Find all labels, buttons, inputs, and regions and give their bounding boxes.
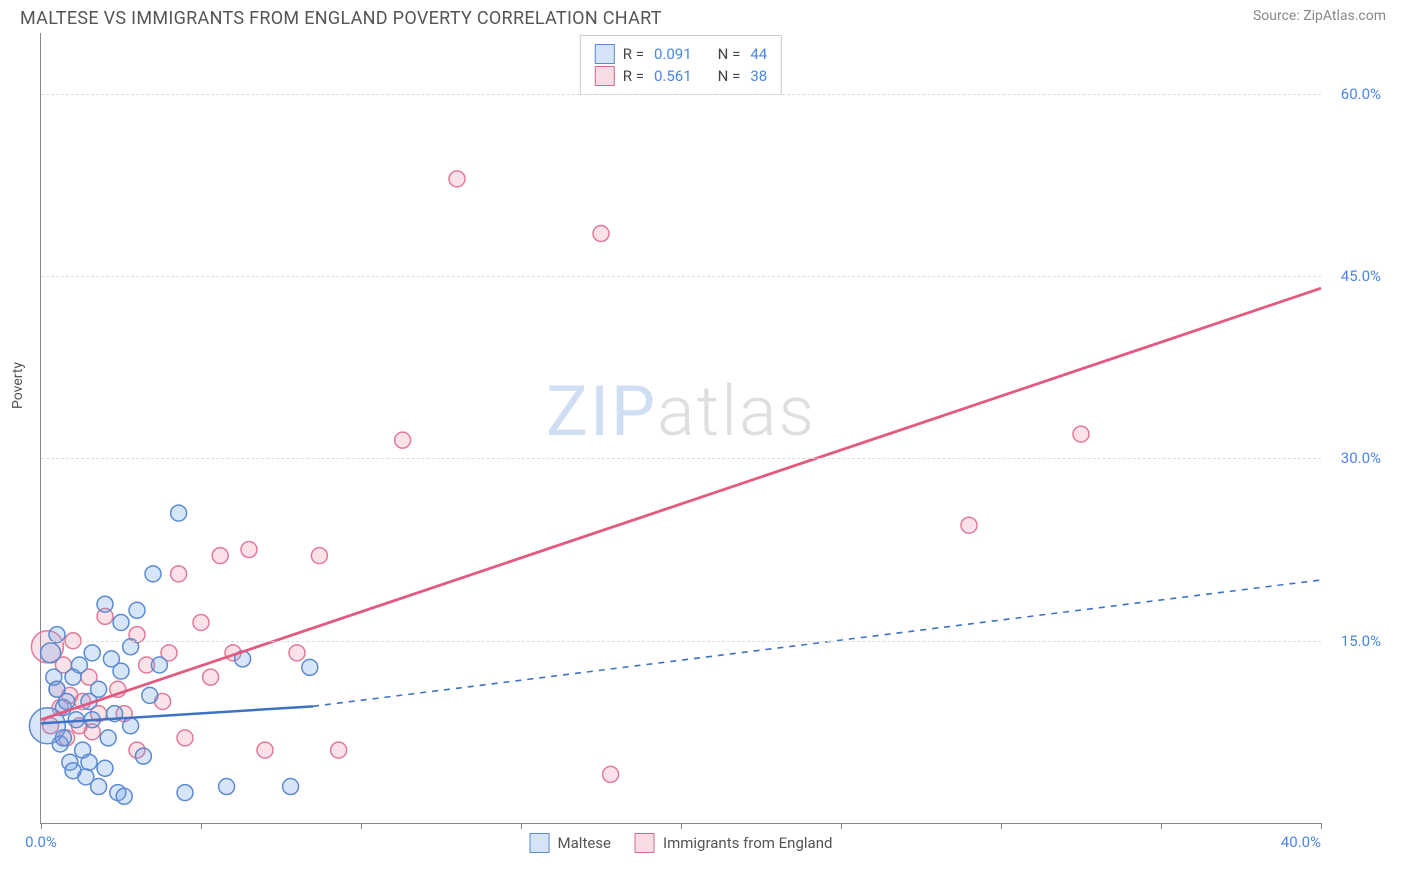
- data-point: [1073, 426, 1089, 442]
- swatch-icon: [595, 44, 615, 64]
- data-point: [151, 657, 167, 673]
- x-tick: [361, 823, 362, 829]
- data-point: [219, 779, 235, 795]
- data-point: [283, 779, 299, 795]
- data-point: [123, 718, 139, 734]
- x-tick: [681, 823, 682, 829]
- legend-item: Maltese: [530, 833, 611, 853]
- legend-label: Maltese: [558, 834, 611, 852]
- data-point: [84, 645, 100, 661]
- legend-correlation: R = 0.091 N = 44R = 0.561 N = 38: [580, 35, 782, 95]
- data-point: [193, 614, 209, 630]
- n-value: 38: [750, 67, 767, 85]
- legend-series: Maltese Immigrants from England: [530, 833, 833, 853]
- data-point: [395, 432, 411, 448]
- legend-label: Immigrants from England: [663, 834, 832, 852]
- data-point: [171, 505, 187, 521]
- data-point: [41, 643, 61, 663]
- data-point: [142, 687, 158, 703]
- legend-row: R = 0.561 N = 38: [595, 66, 767, 86]
- data-point: [97, 596, 113, 612]
- scatter-plot: ZIPatlas R = 0.091 N = 44R = 0.561 N = 3…: [40, 33, 1321, 824]
- data-point: [241, 542, 257, 558]
- x-tick: [201, 823, 202, 829]
- data-point: [113, 614, 129, 630]
- data-point: [55, 730, 71, 746]
- x-tick-label: 0.0%: [25, 833, 57, 851]
- legend-row: R = 0.091 N = 44: [595, 44, 767, 64]
- chart-title: MALTESE VS IMMIGRANTS FROM ENGLAND POVER…: [20, 8, 662, 29]
- y-tick-label: 60.0%: [1341, 85, 1381, 103]
- data-point: [289, 645, 305, 661]
- data-point: [961, 517, 977, 533]
- chart-source: Source: ZipAtlas.com: [1253, 8, 1386, 29]
- x-tick: [1001, 823, 1002, 829]
- x-tick: [841, 823, 842, 829]
- data-point: [116, 788, 132, 804]
- data-point: [331, 742, 347, 758]
- y-axis-label: Poverty: [10, 361, 26, 408]
- data-point: [97, 760, 113, 776]
- y-tick-label: 30.0%: [1341, 449, 1381, 467]
- data-point: [257, 742, 273, 758]
- data-point: [113, 663, 129, 679]
- data-point: [129, 602, 145, 618]
- swatch-icon: [530, 833, 550, 853]
- data-point: [81, 754, 97, 770]
- gridline: [41, 641, 1321, 642]
- data-point: [135, 748, 151, 764]
- swatch-icon: [635, 833, 655, 853]
- data-point: [311, 548, 327, 564]
- n-value: 44: [750, 45, 767, 63]
- x-tick: [41, 823, 42, 829]
- data-point: [91, 779, 107, 795]
- n-label: N =: [718, 45, 741, 63]
- y-tick-label: 15.0%: [1341, 632, 1381, 650]
- gridline: [41, 94, 1321, 95]
- data-point: [177, 730, 193, 746]
- gridline: [41, 458, 1321, 459]
- r-label: R =: [623, 67, 644, 85]
- data-point: [145, 566, 161, 582]
- legend-item: Immigrants from England: [635, 833, 832, 853]
- data-point: [100, 730, 116, 746]
- data-point: [302, 659, 318, 675]
- swatch-icon: [595, 66, 615, 86]
- data-point: [449, 171, 465, 187]
- x-tick: [1161, 823, 1162, 829]
- gridline: [41, 276, 1321, 277]
- x-tick-label: 40.0%: [1281, 833, 1321, 851]
- data-point: [203, 669, 219, 685]
- data-point: [91, 681, 107, 697]
- data-point: [603, 766, 619, 782]
- n-label: N =: [718, 67, 741, 85]
- data-point: [212, 548, 228, 564]
- trend-line: [41, 288, 1321, 719]
- x-tick: [521, 823, 522, 829]
- trend-line: [313, 580, 1321, 706]
- data-point: [593, 226, 609, 242]
- r-value: 0.091: [654, 45, 692, 63]
- r-label: R =: [623, 45, 644, 63]
- data-point: [71, 657, 87, 673]
- data-point: [171, 566, 187, 582]
- r-value: 0.561: [654, 67, 692, 85]
- y-tick-label: 45.0%: [1341, 267, 1381, 285]
- data-point: [177, 785, 193, 801]
- x-tick: [1321, 823, 1322, 829]
- data-point: [59, 693, 75, 709]
